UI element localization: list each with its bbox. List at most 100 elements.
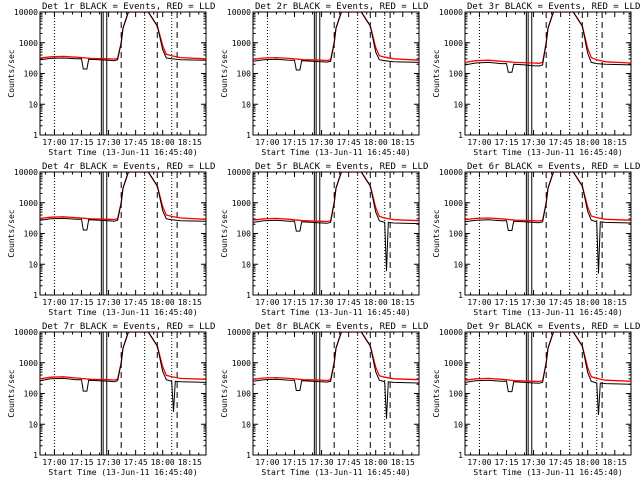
x-axis-label: Start Time (13-Jun-11 16:45:40) <box>48 148 197 157</box>
y-tick-label: 10000 <box>14 168 38 177</box>
panel-title: Det 9r BLACK = Events, RED = LLD <box>467 322 640 332</box>
panel-det-8: Det 8r BLACK = Events, RED = LLD 1 10 100 10… <box>220 322 428 477</box>
panel-title: Det 7r BLACK = Events, RED = LLD <box>42 322 215 332</box>
y-tick-label: 100 <box>449 390 464 399</box>
x-tick-label: 18:00 <box>576 298 600 307</box>
y-tick-label: 10000 <box>227 168 251 177</box>
x-tick-label: 17:15 <box>494 458 518 467</box>
x-tick-label: 17:45 <box>124 458 148 467</box>
x-axis-label: Start Time (13-Jun-11 16:45:40) <box>261 468 410 477</box>
x-axis-label: Start Time (13-Jun-11 16:45:40) <box>473 308 622 317</box>
x-tick-label: 17:00 <box>42 458 66 467</box>
y-axis-label: Counts/sec <box>7 369 16 417</box>
x-tick-label: 18:15 <box>603 298 627 307</box>
x-tick-label: 17:00 <box>467 298 491 307</box>
x-tick-label: 17:45 <box>337 138 361 147</box>
y-tick-label: 1 <box>33 131 38 140</box>
y-tick-label: 100 <box>24 230 39 239</box>
lld-series-line <box>40 172 206 221</box>
x-tick-label: 18:15 <box>178 138 202 147</box>
x-tick-label: 18:15 <box>391 298 415 307</box>
panel-det-3: Det 3r BLACK = Events, RED = LLD 1 10 100 10… <box>432 2 640 157</box>
y-tick-label: 10000 <box>439 8 463 17</box>
panel-title: Det 8r BLACK = Events, RED = LLD <box>255 322 428 332</box>
x-tick-label: 18:15 <box>178 458 202 467</box>
y-tick-label: 100 <box>237 390 252 399</box>
y-tick-label: 10 <box>453 260 463 269</box>
panel-title: Det 6r BLACK = Events, RED = LLD <box>467 162 640 172</box>
panel-title: Det 5r BLACK = Events, RED = LLD <box>255 162 428 172</box>
y-tick-label: 1000 <box>232 199 251 208</box>
x-tick-label: 18:00 <box>576 138 600 147</box>
events-series-line <box>40 332 206 413</box>
x-tick-label: 17:30 <box>310 138 334 147</box>
x-tick-label: 17:45 <box>124 138 148 147</box>
y-axis-label: Counts/sec <box>7 209 16 257</box>
lld-series-line <box>40 332 206 381</box>
y-tick-label: 10 <box>453 100 463 109</box>
x-tick-label: 17:15 <box>69 138 93 147</box>
y-tick-label: 10 <box>241 100 251 109</box>
y-tick-label: 100 <box>237 230 252 239</box>
y-tick-label: 10000 <box>14 8 38 17</box>
panel-title: Det 1r BLACK = Events, RED = LLD <box>42 2 215 12</box>
events-series-line <box>465 172 631 274</box>
x-tick-label: 17:00 <box>467 138 491 147</box>
x-axis-label: Start Time (13-Jun-11 16:45:40) <box>261 148 410 157</box>
x-tick-label: 18:00 <box>364 138 388 147</box>
y-tick-label: 1000 <box>19 359 38 368</box>
x-tick-label: 17:45 <box>549 298 573 307</box>
y-axis-label: Counts/sec <box>432 49 441 97</box>
x-tick-label: 17:45 <box>337 458 361 467</box>
lld-series-line <box>253 332 419 382</box>
y-axis-label: Counts/sec <box>432 369 441 417</box>
x-tick-label: 18:15 <box>391 138 415 147</box>
x-tick-label: 17:15 <box>282 298 306 307</box>
x-tick-label: 17:00 <box>467 458 491 467</box>
x-tick-label: 17:00 <box>255 298 279 307</box>
x-tick-label: 17:30 <box>97 458 121 467</box>
panel-det-6: Det 6r BLACK = Events, RED = LLD 1 10 100 10… <box>432 162 640 317</box>
x-tick-label: 17:45 <box>549 138 573 147</box>
y-tick-label: 10000 <box>227 328 251 337</box>
x-tick-label: 17:15 <box>282 138 306 147</box>
lld-series-line <box>253 172 419 223</box>
x-tick-label: 18:00 <box>576 458 600 467</box>
y-tick-label: 1 <box>458 131 463 140</box>
y-tick-label: 10 <box>453 420 463 429</box>
events-series-line <box>253 172 419 272</box>
y-tick-label: 10000 <box>227 8 251 17</box>
y-tick-label: 100 <box>24 390 39 399</box>
x-tick-label: 17:30 <box>310 458 334 467</box>
x-axis-label: Start Time (13-Jun-11 16:45:40) <box>261 308 410 317</box>
y-tick-label: 10 <box>241 420 251 429</box>
x-tick-label: 17:30 <box>522 298 546 307</box>
x-tick-label: 17:00 <box>255 138 279 147</box>
x-tick-label: 18:00 <box>151 458 175 467</box>
lld-series-line <box>465 12 631 64</box>
y-tick-label: 1 <box>458 291 463 300</box>
x-axis-label: Start Time (13-Jun-11 16:45:40) <box>473 468 622 477</box>
lld-series-line <box>40 12 206 60</box>
panel-title: Det 4r BLACK = Events, RED = LLD <box>42 162 215 172</box>
panel-det-4: Det 4r BLACK = Events, RED = LLD 1 10 100 10… <box>7 162 215 317</box>
x-tick-label: 18:15 <box>391 458 415 467</box>
x-axis-label: Start Time (13-Jun-11 16:45:40) <box>48 468 197 477</box>
x-tick-label: 17:15 <box>282 458 306 467</box>
panel-det-1: Det 1r BLACK = Events, RED = LLD 1 10 100 10… <box>7 2 215 157</box>
x-tick-label: 18:15 <box>178 298 202 307</box>
y-tick-label: 100 <box>237 70 252 79</box>
panel-det-9: Det 9r BLACK = Events, RED = LLD 1 10 100 10… <box>432 322 640 477</box>
lld-series-line <box>253 12 419 62</box>
events-series-line <box>40 12 206 70</box>
y-tick-label: 1 <box>458 451 463 460</box>
x-tick-label: 17:00 <box>255 458 279 467</box>
x-tick-label: 17:45 <box>124 298 148 307</box>
y-tick-label: 10000 <box>14 328 38 337</box>
events-series-line <box>40 172 206 231</box>
y-tick-label: 1000 <box>444 359 463 368</box>
y-tick-label: 100 <box>449 70 464 79</box>
x-tick-label: 17:30 <box>97 138 121 147</box>
events-series-line <box>253 332 419 419</box>
